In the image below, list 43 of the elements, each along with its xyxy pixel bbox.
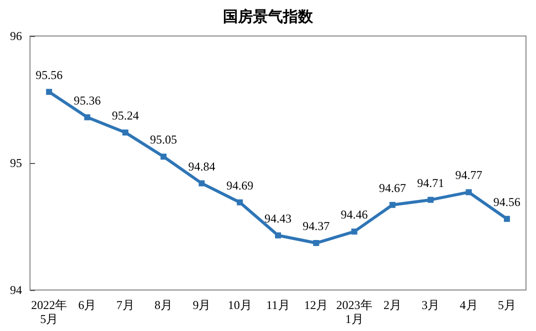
x-tick-label: 12月	[304, 298, 328, 312]
x-tick-label: 4月	[460, 298, 478, 312]
point	[198, 180, 205, 186]
x-tick-label: 5月	[498, 298, 516, 312]
data-label: 94.69	[226, 178, 254, 192]
data-label: 94.77	[455, 168, 482, 182]
data-label: 95.05	[150, 132, 178, 147]
data-label: 94.46	[340, 208, 368, 222]
y-tick-label: 95	[10, 156, 22, 170]
point	[84, 114, 90, 120]
data-label: 94.56	[493, 194, 520, 209]
x-tick-label: 10月	[228, 298, 252, 312]
x-tick-label: 2023年 1月	[336, 298, 372, 326]
point	[351, 228, 358, 235]
x-tick-label: 3月	[422, 298, 440, 312]
data-label: 94.37	[302, 219, 330, 234]
data-label: 95.56	[36, 68, 63, 82]
point	[275, 232, 281, 238]
data-label: 94.71	[417, 176, 444, 190]
point	[122, 130, 128, 136]
data-label: 94.67	[378, 180, 406, 195]
y-tick-label: 96	[10, 29, 22, 43]
x-tick-label: 9月	[192, 298, 211, 312]
point	[46, 88, 52, 95]
data-label: 94.84	[188, 159, 216, 174]
point	[389, 202, 396, 208]
point	[236, 199, 243, 206]
point	[313, 240, 320, 246]
point	[466, 189, 472, 196]
x-tick-label: 2022年 5月	[31, 298, 68, 326]
x-tick-label: 2月	[383, 298, 402, 312]
x-tick-label: 6月	[78, 298, 96, 312]
point	[428, 196, 434, 203]
y-tick-label: 94	[10, 283, 22, 297]
data-label: 95.36	[74, 93, 101, 108]
x-tick-label: 11月	[266, 298, 290, 312]
chart-title: 国房景气指数	[223, 8, 314, 26]
point	[160, 154, 167, 160]
x-tick-label: 7月	[116, 298, 134, 312]
point	[504, 216, 510, 222]
data-label: 94.43	[264, 211, 292, 226]
x-tick-label: 8月	[154, 298, 173, 312]
data-label: 95.24	[112, 108, 139, 123]
